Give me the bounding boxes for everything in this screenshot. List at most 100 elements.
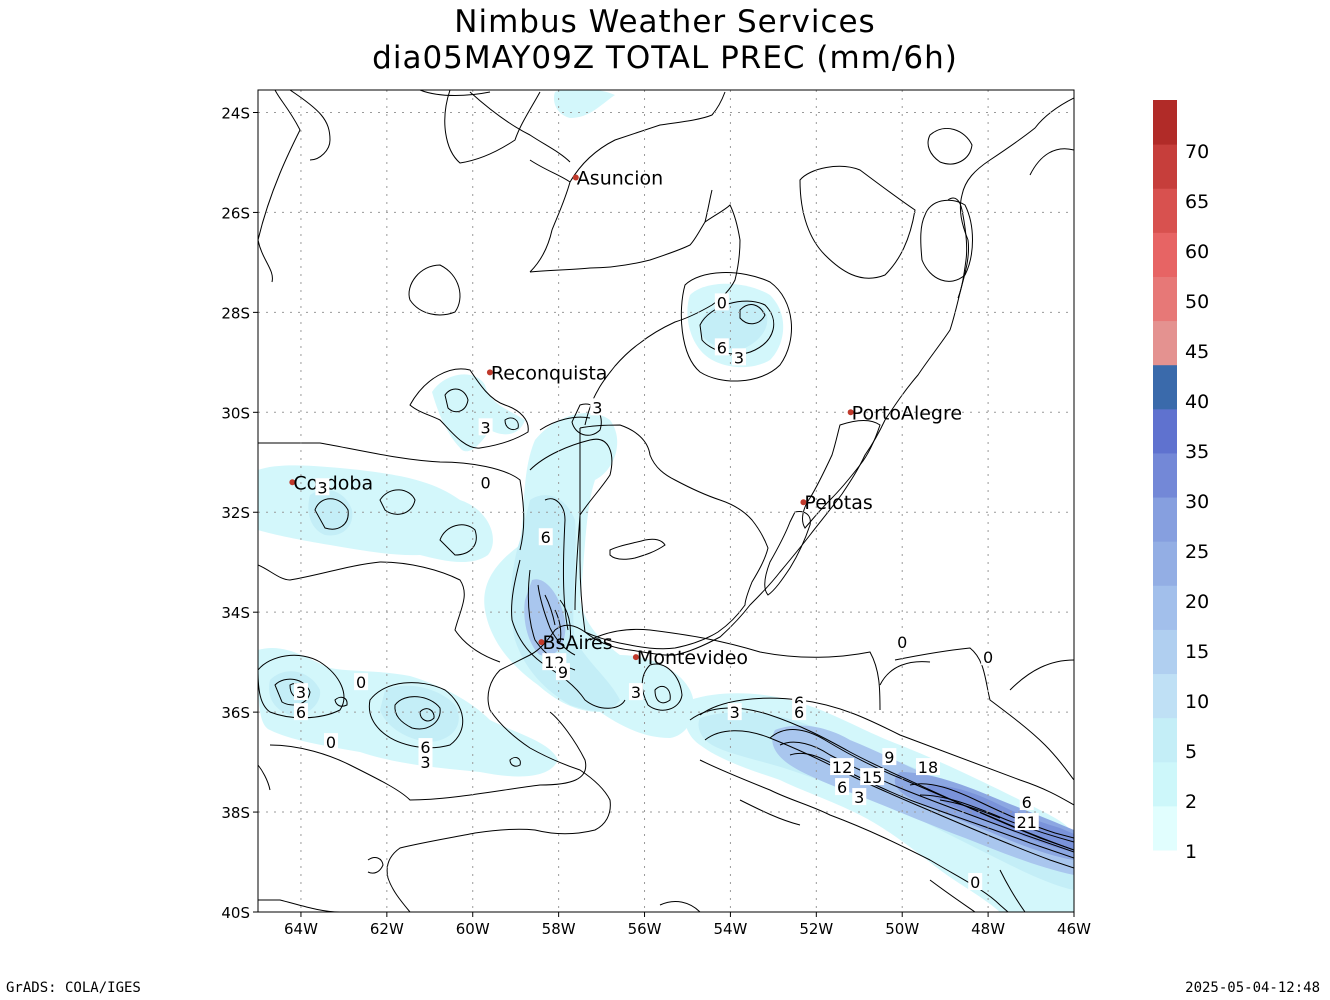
contour-label: 6 — [296, 703, 306, 722]
precip-area-north — [553, 90, 615, 118]
colorbar-label: 15 — [1185, 641, 1209, 663]
contour-label-bg — [860, 768, 885, 786]
contour-line — [419, 90, 491, 96]
contour-line — [704, 730, 1074, 869]
contour-label-bg — [555, 663, 570, 681]
lat-label: 32S — [221, 504, 250, 522]
contour-label-bg — [1014, 813, 1039, 831]
colorbar-segment — [1153, 717, 1177, 763]
contour-label: 0 — [356, 673, 366, 692]
lat-label: 38S — [221, 804, 250, 822]
contour-label: 3 — [734, 348, 744, 367]
city-marker-dot — [632, 654, 639, 661]
contour-line — [654, 685, 671, 704]
contour-line — [409, 368, 529, 449]
contour-line — [909, 783, 1074, 839]
contour-label: 6 — [717, 338, 727, 357]
contour-line — [544, 594, 556, 626]
city-marker-dot — [289, 479, 296, 486]
contour-label-bg — [835, 778, 850, 796]
brazil-argentina-border — [584, 204, 741, 426]
map-axes: 24S 26S 28S 30S 32S 34S 36S 38S 40S 64W 62W 60W 58W 5… — [221, 104, 1091, 938]
bahia-blanca — [367, 857, 384, 874]
contour-label: 3 — [730, 703, 740, 722]
lon-label: 46W — [1057, 920, 1091, 938]
colorbar-segment — [1153, 497, 1177, 542]
colorbar-segment — [1153, 673, 1177, 719]
lon-label: 56W — [628, 920, 662, 938]
contour-label: 6 — [541, 528, 551, 547]
contour-line — [799, 165, 916, 279]
contour-line — [919, 794, 1074, 843]
colorbar-label: 40 — [1185, 391, 1209, 413]
contour-line — [699, 697, 1074, 806]
colorbar-segment — [1153, 585, 1177, 630]
city-label: BsAires — [542, 632, 612, 654]
lon-label: 62W — [370, 920, 404, 938]
colorbar-segment — [1153, 805, 1177, 851]
generation-timestamp: 2025-05-04-12:48 — [1185, 980, 1320, 996]
city-marker-dot — [538, 639, 545, 646]
contour-label: 6 — [794, 693, 804, 712]
colorbar-label: 50 — [1185, 291, 1209, 313]
precip-area-south-core-2 — [380, 685, 459, 742]
contour-line — [659, 901, 701, 912]
contour-line — [258, 899, 341, 912]
contour-line — [379, 489, 416, 515]
contour-label: 0 — [326, 733, 336, 752]
contour-label-bg — [293, 683, 308, 701]
contour-label: 3 — [592, 398, 602, 417]
colorbar-label: 5 — [1185, 741, 1197, 763]
colorbar-label: 70 — [1185, 141, 1209, 163]
contour-line — [739, 304, 766, 325]
contour-line — [894, 647, 1074, 781]
contour-label-bg — [315, 478, 330, 496]
contour-label-bg — [727, 703, 742, 721]
colorbar-label: 2 — [1185, 791, 1197, 813]
contour-label-bg — [418, 753, 433, 771]
contour-label-bg — [732, 348, 747, 366]
colorbar-label: 10 — [1185, 691, 1209, 713]
lat-label: 40S — [221, 904, 250, 922]
colorbar-label: 25 — [1185, 541, 1209, 563]
contour-label-bg — [882, 748, 897, 766]
city-label: Cordoba — [293, 472, 373, 494]
contour-label-bg — [628, 683, 643, 701]
contour-label: 3 — [854, 788, 864, 807]
geographic-boundaries — [367, 91, 1074, 912]
colorbar-segment — [1153, 320, 1177, 366]
contour-label: 3 — [420, 753, 430, 772]
contour-label-bg — [792, 703, 807, 721]
contour-label: 18 — [918, 758, 938, 777]
contour-line — [258, 239, 273, 283]
precip-area-plata-mid — [510, 495, 620, 711]
contour-line — [680, 272, 792, 382]
contour-line — [444, 90, 541, 164]
lon-label: 50W — [885, 920, 919, 938]
colorbar-segment — [1153, 188, 1177, 233]
contour-line — [529, 438, 613, 611]
contour-line — [394, 696, 441, 730]
colorbar-segment — [1153, 100, 1177, 145]
contour-label-bg — [478, 473, 493, 491]
precip-area-ocean-peak — [926, 785, 1074, 852]
colorbar-segment — [1153, 629, 1177, 675]
colorbar-segment — [1153, 452, 1177, 498]
lon-label: 60W — [456, 920, 490, 938]
border-north — [469, 91, 571, 163]
contour-label-bg — [590, 398, 605, 416]
contour-line — [439, 524, 477, 556]
contour-line — [504, 417, 519, 431]
lat-label: 26S — [221, 204, 250, 222]
colorbar-label: 20 — [1185, 591, 1209, 613]
contour-line — [539, 416, 591, 431]
city-marker-dot — [847, 409, 854, 416]
lon-label: 64W — [284, 920, 318, 938]
contour-label: 0 — [481, 473, 491, 492]
contour-line — [408, 264, 461, 316]
contour-label: 9 — [884, 748, 894, 767]
contour-line — [274, 678, 311, 706]
contour-line — [368, 682, 464, 749]
